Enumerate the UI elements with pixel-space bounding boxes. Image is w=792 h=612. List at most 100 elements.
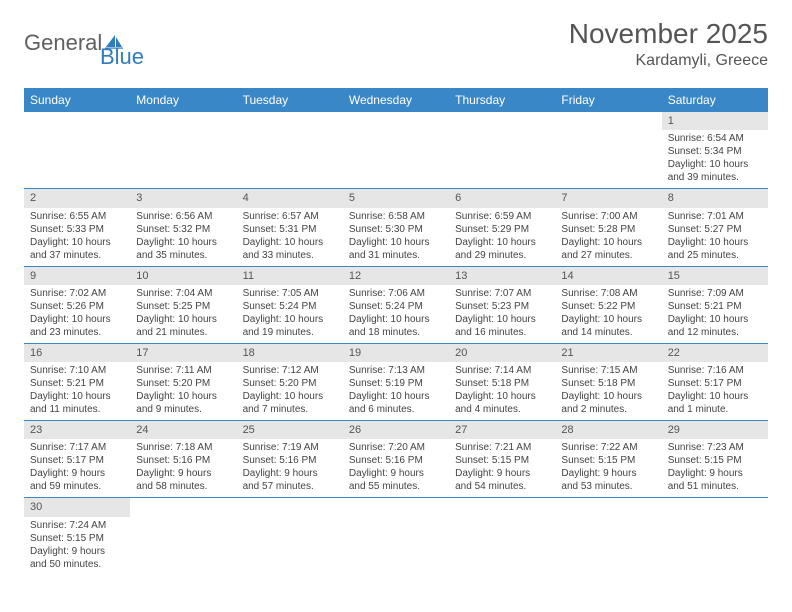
day-details: Sunrise: 6:54 AMSunset: 5:34 PMDaylight:… — [662, 130, 768, 188]
day-number: 19 — [343, 344, 449, 362]
weekday-header: Wednesday — [343, 88, 449, 112]
calendar-cell: 3Sunrise: 6:56 AMSunset: 5:32 PMDaylight… — [130, 189, 236, 266]
day-details: Sunrise: 7:06 AMSunset: 5:24 PMDaylight:… — [343, 285, 449, 343]
calendar-cell: 29Sunrise: 7:23 AMSunset: 5:15 PMDayligh… — [662, 421, 768, 498]
day-number: 6 — [449, 189, 555, 207]
day-details: Sunrise: 7:18 AMSunset: 5:16 PMDaylight:… — [130, 439, 236, 497]
calendar-cell — [343, 498, 449, 575]
day-details: Sunrise: 6:59 AMSunset: 5:29 PMDaylight:… — [449, 208, 555, 266]
day-details: Sunrise: 7:24 AMSunset: 5:15 PMDaylight:… — [24, 517, 130, 575]
calendar-cell — [449, 112, 555, 189]
day-details: Sunrise: 7:23 AMSunset: 5:15 PMDaylight:… — [662, 439, 768, 497]
day-number: 24 — [130, 421, 236, 439]
day-details: Sunrise: 7:13 AMSunset: 5:19 PMDaylight:… — [343, 362, 449, 420]
day-number: 2 — [24, 189, 130, 207]
day-number: 25 — [237, 421, 343, 439]
calendar-cell — [555, 498, 661, 575]
day-details: Sunrise: 7:07 AMSunset: 5:23 PMDaylight:… — [449, 285, 555, 343]
calendar-cell: 18Sunrise: 7:12 AMSunset: 5:20 PMDayligh… — [237, 343, 343, 420]
day-details: Sunrise: 7:17 AMSunset: 5:17 PMDaylight:… — [24, 439, 130, 497]
calendar-cell — [237, 112, 343, 189]
day-number: 28 — [555, 421, 661, 439]
month-title: November 2025 — [569, 18, 768, 50]
calendar-cell: 16Sunrise: 7:10 AMSunset: 5:21 PMDayligh… — [24, 343, 130, 420]
calendar-cell: 24Sunrise: 7:18 AMSunset: 5:16 PMDayligh… — [130, 421, 236, 498]
day-number: 14 — [555, 267, 661, 285]
day-details: Sunrise: 6:55 AMSunset: 5:33 PMDaylight:… — [24, 208, 130, 266]
day-details: Sunrise: 7:22 AMSunset: 5:15 PMDaylight:… — [555, 439, 661, 497]
title-block: November 2025 Kardamyli, Greece — [569, 18, 768, 70]
calendar-cell: 21Sunrise: 7:15 AMSunset: 5:18 PMDayligh… — [555, 343, 661, 420]
day-details: Sunrise: 7:21 AMSunset: 5:15 PMDaylight:… — [449, 439, 555, 497]
calendar-cell: 11Sunrise: 7:05 AMSunset: 5:24 PMDayligh… — [237, 266, 343, 343]
day-number: 29 — [662, 421, 768, 439]
day-number: 16 — [24, 344, 130, 362]
day-number: 11 — [237, 267, 343, 285]
calendar-cell: 30Sunrise: 7:24 AMSunset: 5:15 PMDayligh… — [24, 498, 130, 575]
day-number: 20 — [449, 344, 555, 362]
day-details: Sunrise: 7:14 AMSunset: 5:18 PMDaylight:… — [449, 362, 555, 420]
day-details: Sunrise: 7:02 AMSunset: 5:26 PMDaylight:… — [24, 285, 130, 343]
calendar-cell — [555, 112, 661, 189]
location: Kardamyli, Greece — [569, 52, 768, 70]
weekday-header: Thursday — [449, 88, 555, 112]
day-number: 17 — [130, 344, 236, 362]
calendar-cell: 23Sunrise: 7:17 AMSunset: 5:17 PMDayligh… — [24, 421, 130, 498]
calendar-cell: 12Sunrise: 7:06 AMSunset: 5:24 PMDayligh… — [343, 266, 449, 343]
day-number: 30 — [24, 498, 130, 516]
day-details: Sunrise: 6:57 AMSunset: 5:31 PMDaylight:… — [237, 208, 343, 266]
day-number: 15 — [662, 267, 768, 285]
calendar-cell — [130, 112, 236, 189]
day-number: 21 — [555, 344, 661, 362]
calendar-cell: 28Sunrise: 7:22 AMSunset: 5:15 PMDayligh… — [555, 421, 661, 498]
calendar-cell: 17Sunrise: 7:11 AMSunset: 5:20 PMDayligh… — [130, 343, 236, 420]
calendar-cell — [343, 112, 449, 189]
day-number: 18 — [237, 344, 343, 362]
day-details: Sunrise: 7:10 AMSunset: 5:21 PMDaylight:… — [24, 362, 130, 420]
calendar-cell — [449, 498, 555, 575]
calendar-cell — [662, 498, 768, 575]
day-details: Sunrise: 7:08 AMSunset: 5:22 PMDaylight:… — [555, 285, 661, 343]
day-number: 27 — [449, 421, 555, 439]
day-number: 13 — [449, 267, 555, 285]
calendar-cell: 25Sunrise: 7:19 AMSunset: 5:16 PMDayligh… — [237, 421, 343, 498]
calendar-cell: 14Sunrise: 7:08 AMSunset: 5:22 PMDayligh… — [555, 266, 661, 343]
calendar-cell: 8Sunrise: 7:01 AMSunset: 5:27 PMDaylight… — [662, 189, 768, 266]
day-details: Sunrise: 7:00 AMSunset: 5:28 PMDaylight:… — [555, 208, 661, 266]
weekday-header: Tuesday — [237, 88, 343, 112]
calendar-cell: 20Sunrise: 7:14 AMSunset: 5:18 PMDayligh… — [449, 343, 555, 420]
calendar-cell: 9Sunrise: 7:02 AMSunset: 5:26 PMDaylight… — [24, 266, 130, 343]
day-number: 8 — [662, 189, 768, 207]
day-details: Sunrise: 7:19 AMSunset: 5:16 PMDaylight:… — [237, 439, 343, 497]
weekday-header: Monday — [130, 88, 236, 112]
day-number: 1 — [662, 112, 768, 130]
calendar-cell — [24, 112, 130, 189]
day-details: Sunrise: 6:56 AMSunset: 5:32 PMDaylight:… — [130, 208, 236, 266]
calendar-cell: 5Sunrise: 6:58 AMSunset: 5:30 PMDaylight… — [343, 189, 449, 266]
calendar-body: 1Sunrise: 6:54 AMSunset: 5:34 PMDaylight… — [24, 112, 768, 575]
calendar-cell: 27Sunrise: 7:21 AMSunset: 5:15 PMDayligh… — [449, 421, 555, 498]
day-details: Sunrise: 7:05 AMSunset: 5:24 PMDaylight:… — [237, 285, 343, 343]
calendar-cell: 6Sunrise: 6:59 AMSunset: 5:29 PMDaylight… — [449, 189, 555, 266]
day-details: Sunrise: 7:12 AMSunset: 5:20 PMDaylight:… — [237, 362, 343, 420]
calendar-table: SundayMondayTuesdayWednesdayThursdayFrid… — [24, 88, 768, 575]
logo-text-2: Blue — [100, 44, 144, 69]
weekday-header: Friday — [555, 88, 661, 112]
calendar-cell: 10Sunrise: 7:04 AMSunset: 5:25 PMDayligh… — [130, 266, 236, 343]
calendar-cell: 15Sunrise: 7:09 AMSunset: 5:21 PMDayligh… — [662, 266, 768, 343]
day-details: Sunrise: 7:16 AMSunset: 5:17 PMDaylight:… — [662, 362, 768, 420]
day-details: Sunrise: 7:09 AMSunset: 5:21 PMDaylight:… — [662, 285, 768, 343]
weekday-header: Saturday — [662, 88, 768, 112]
calendar-header: SundayMondayTuesdayWednesdayThursdayFrid… — [24, 88, 768, 112]
calendar-cell: 7Sunrise: 7:00 AMSunset: 5:28 PMDaylight… — [555, 189, 661, 266]
calendar-cell: 1Sunrise: 6:54 AMSunset: 5:34 PMDaylight… — [662, 112, 768, 189]
calendar-cell: 4Sunrise: 6:57 AMSunset: 5:31 PMDaylight… — [237, 189, 343, 266]
day-details: Sunrise: 6:58 AMSunset: 5:30 PMDaylight:… — [343, 208, 449, 266]
day-number: 26 — [343, 421, 449, 439]
weekday-header: Sunday — [24, 88, 130, 112]
calendar-cell: 13Sunrise: 7:07 AMSunset: 5:23 PMDayligh… — [449, 266, 555, 343]
day-number: 7 — [555, 189, 661, 207]
calendar-cell — [130, 498, 236, 575]
day-details: Sunrise: 7:15 AMSunset: 5:18 PMDaylight:… — [555, 362, 661, 420]
calendar-cell: 22Sunrise: 7:16 AMSunset: 5:17 PMDayligh… — [662, 343, 768, 420]
